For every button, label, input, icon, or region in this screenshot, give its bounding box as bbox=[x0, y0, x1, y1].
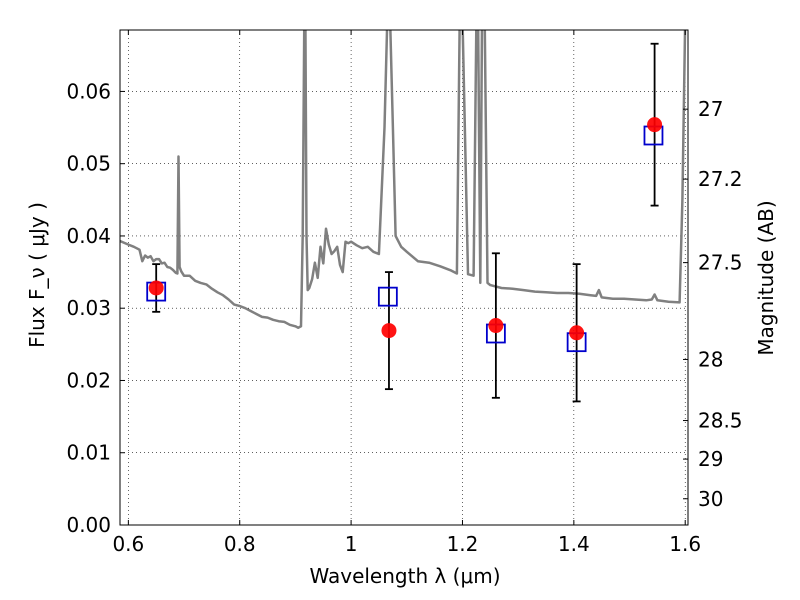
x-axis: 0.6 0.8 1 1.2 1.4 1.6 bbox=[112, 30, 701, 556]
x-tick-label: 0.6 bbox=[112, 532, 144, 556]
observed-point bbox=[148, 280, 164, 296]
observed-point bbox=[488, 318, 504, 334]
x-tick-label: 0.8 bbox=[224, 532, 256, 556]
y-tick-label: 0.04 bbox=[66, 224, 111, 248]
spectrum-layer bbox=[120, 30, 687, 329]
y2-axis-label: Magnitude (AB) bbox=[754, 200, 778, 355]
x-tick-label: 1.4 bbox=[558, 532, 590, 556]
observed-point bbox=[569, 325, 585, 341]
observed-point bbox=[647, 117, 663, 133]
plot-frame bbox=[119, 29, 689, 526]
model-square-point bbox=[377, 286, 398, 307]
y-tick-label: 0.05 bbox=[66, 152, 111, 176]
y2-tick-label: 29 bbox=[698, 447, 723, 471]
y2-tick-label: 27.2 bbox=[698, 167, 743, 191]
y-tick-label: 0.02 bbox=[66, 368, 111, 392]
y-axis: 0.00 0.01 0.02 0.03 0.04 0.05 0.06 bbox=[66, 79, 125, 537]
observed-point bbox=[381, 323, 397, 339]
grid bbox=[120, 30, 688, 525]
x-tick-label: 1 bbox=[345, 532, 358, 556]
y-tick-label: 0.01 bbox=[66, 441, 111, 465]
y2-tick-label: 30 bbox=[698, 487, 723, 511]
marker-layer bbox=[146, 117, 664, 353]
y-tick-label: 0.06 bbox=[66, 79, 111, 103]
y2-tick-label: 28.5 bbox=[698, 409, 743, 433]
spectrum-line bbox=[120, 30, 687, 329]
y-axis-label: Flux F_ν ( μJy ) bbox=[25, 202, 49, 348]
y-tick-label: 0.00 bbox=[66, 513, 111, 537]
y2-tick-label: 27.5 bbox=[698, 251, 743, 275]
x-tick-label: 1.2 bbox=[447, 532, 479, 556]
x-tick-label: 1.6 bbox=[669, 532, 701, 556]
y2-axis: 27 27.2 27.5 28 28.5 29 30 bbox=[683, 97, 743, 511]
y2-tick-label: 27 bbox=[698, 97, 723, 121]
y2-tick-label: 28 bbox=[698, 347, 723, 371]
y-tick-label: 0.03 bbox=[66, 296, 111, 320]
x-axis-label: Wavelength λ (μm) bbox=[309, 564, 500, 588]
plot-area bbox=[120, 30, 688, 525]
